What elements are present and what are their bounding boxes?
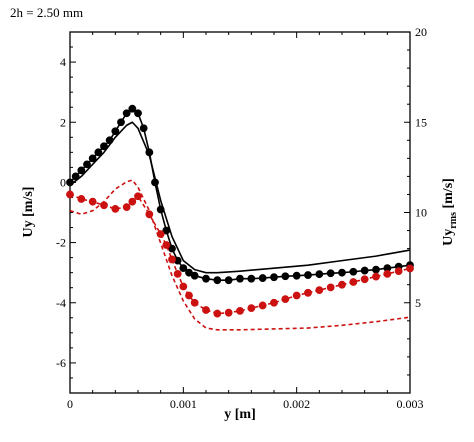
series-1-point bbox=[202, 274, 210, 283]
y-axis-right-label-unit: [m/s] bbox=[441, 178, 456, 208]
series-3-point bbox=[236, 306, 244, 315]
series-3-point bbox=[173, 269, 182, 278]
y-right-tick-label: 15 bbox=[415, 115, 427, 129]
series-1-point bbox=[156, 205, 165, 214]
x-tick-label: 0.003 bbox=[397, 397, 424, 411]
series-3-point bbox=[406, 264, 414, 273]
series-3-point bbox=[326, 283, 335, 292]
series-3-point bbox=[360, 275, 369, 284]
y-left-tick-label: -4 bbox=[56, 296, 66, 310]
series-3-point bbox=[145, 210, 154, 219]
series-1-point bbox=[281, 272, 290, 281]
series-1-point bbox=[292, 271, 301, 280]
series-3-point bbox=[202, 306, 210, 314]
series-3-point bbox=[304, 288, 312, 297]
series-3-point bbox=[394, 267, 403, 276]
series-3-point bbox=[162, 241, 171, 249]
y-axis-right-label-sub: rms bbox=[448, 212, 459, 229]
y-left-tick-label: 2 bbox=[60, 115, 66, 129]
series-3-point bbox=[122, 203, 131, 211]
series-1-point bbox=[105, 136, 114, 145]
series-3-point bbox=[338, 280, 346, 289]
series-3-point bbox=[383, 269, 392, 278]
series-1-point bbox=[236, 274, 244, 283]
series-1-point bbox=[122, 109, 131, 118]
series-1-point bbox=[326, 269, 335, 278]
series-1-point bbox=[258, 274, 267, 282]
series-3-point bbox=[281, 295, 290, 304]
series-1-point bbox=[179, 264, 188, 273]
y-right-tick-label: 10 bbox=[415, 206, 427, 220]
series-1-point bbox=[117, 118, 125, 127]
series-3-point bbox=[168, 255, 176, 264]
x-tick-label: 0.002 bbox=[283, 397, 310, 411]
series-1-point bbox=[71, 172, 80, 181]
series-1-point bbox=[247, 274, 256, 283]
series-3-point bbox=[134, 192, 142, 201]
y-left-tick-label: 4 bbox=[60, 55, 66, 69]
series-3-point bbox=[185, 291, 193, 300]
series-1-point bbox=[190, 271, 199, 280]
series-1-point bbox=[162, 226, 171, 235]
y-left-tick-label: 0 bbox=[60, 175, 66, 189]
series-3-point bbox=[258, 301, 267, 310]
series-3-point bbox=[66, 190, 74, 199]
series-3-point bbox=[292, 291, 301, 300]
x-tick-label: 0.001 bbox=[170, 397, 197, 411]
series-3-point bbox=[77, 195, 86, 203]
series-3-point bbox=[88, 197, 97, 206]
series-1-point bbox=[360, 266, 369, 275]
x-axis-label: y [m] bbox=[224, 407, 256, 422]
series-3-point bbox=[213, 309, 222, 318]
series-1-point bbox=[128, 104, 137, 113]
series-1-point bbox=[213, 276, 222, 285]
series-1-point bbox=[151, 178, 159, 187]
y-axis-right-label-base: Uy bbox=[441, 229, 456, 246]
series-1-point bbox=[100, 142, 108, 151]
y-axis-left-label: Uy [m/s] bbox=[21, 187, 36, 238]
series-1-point bbox=[134, 109, 142, 118]
series-3-point bbox=[156, 230, 165, 239]
series-1-point bbox=[304, 271, 312, 279]
series-1-point bbox=[77, 166, 86, 175]
series-line-0 bbox=[69, 121, 411, 274]
series-3-point bbox=[100, 201, 108, 210]
series-3-point bbox=[247, 304, 256, 313]
series-1-point bbox=[270, 273, 278, 282]
y-axis-right-label: Uyrms [m/s] bbox=[441, 178, 459, 246]
series-3-point bbox=[372, 272, 380, 281]
y-left-tick-label: -2 bbox=[56, 236, 66, 250]
series-1-point bbox=[224, 276, 233, 285]
series-1-point bbox=[139, 124, 148, 133]
series-1-point bbox=[83, 160, 91, 169]
series-1-point bbox=[145, 148, 154, 157]
series-3-point bbox=[315, 286, 324, 295]
series-1-point bbox=[372, 265, 380, 274]
series-3-point bbox=[111, 204, 120, 213]
series-1-point bbox=[349, 267, 358, 276]
series-1-point bbox=[88, 154, 97, 163]
series-1-point bbox=[94, 148, 103, 157]
series-group bbox=[66, 104, 414, 331]
series-1-point bbox=[338, 268, 346, 277]
y-right-tick-label: 5 bbox=[415, 296, 421, 310]
annotation-text: 2h = 2.50 mm bbox=[10, 5, 83, 20]
y-left-tick-label: -6 bbox=[56, 356, 66, 370]
series-1-point bbox=[315, 270, 324, 279]
series-1-point bbox=[111, 127, 120, 136]
series-3-point bbox=[270, 298, 278, 307]
series-line-2 bbox=[69, 179, 411, 331]
series-3-point bbox=[179, 282, 188, 291]
ticks-group: 0 0.001 0.002 0.003 -6 -4 -2 0 2 4 5 10 15 20 bbox=[56, 25, 427, 411]
series-3-point bbox=[349, 278, 358, 286]
series-1-point bbox=[66, 178, 74, 187]
series-3-point bbox=[224, 308, 233, 317]
series-3-point bbox=[190, 298, 199, 307]
series-3-point bbox=[128, 197, 137, 206]
x-tick-label: 0 bbox=[67, 397, 73, 411]
y-right-tick-label: 20 bbox=[415, 25, 427, 39]
